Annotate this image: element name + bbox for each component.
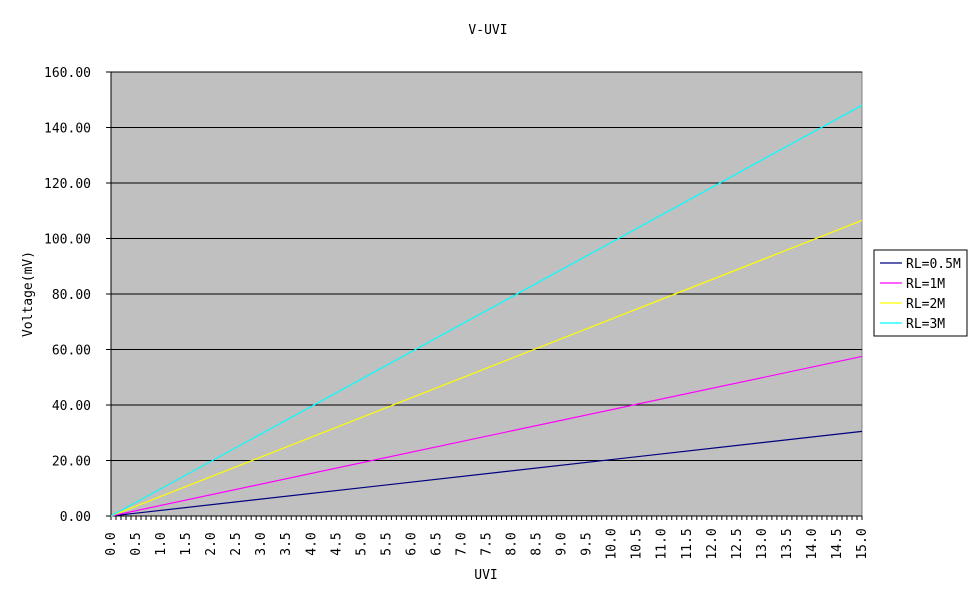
x-tick-label-11.5: 11.5 <box>680 528 695 559</box>
legend-label-RL=3M: RL=3M <box>906 317 945 332</box>
x-tick-label-10.5: 10.5 <box>630 528 645 559</box>
x-tick-label-1.5: 1.5 <box>179 532 194 555</box>
x-axis-title: UVI <box>474 568 497 583</box>
x-tick-label-3.5: 3.5 <box>279 532 294 555</box>
x-tick-label-8.5: 8.5 <box>530 532 545 555</box>
legend-label-RL=0.5M: RL=0.5M <box>906 257 961 272</box>
x-tick-label-12.5: 12.5 <box>730 528 745 559</box>
x-tick-label-0.0: 0.0 <box>104 532 119 555</box>
x-tick-label-9.5: 9.5 <box>580 532 595 555</box>
legend-box <box>873 249 968 337</box>
y-tick-label-100.00: 100.00 <box>44 233 91 248</box>
x-tick-label-15.0: 15.0 <box>855 528 870 559</box>
x-tick-label-6.5: 6.5 <box>429 532 444 555</box>
x-tick-label-2.0: 2.0 <box>204 532 219 555</box>
series-line-RL=1M <box>110 355 863 517</box>
chart-title: V-UVI <box>468 23 507 38</box>
x-tick-label-10.0: 10.0 <box>605 528 620 559</box>
x-tick-label-5.0: 5.0 <box>354 532 369 555</box>
x-tick-label-11.0: 11.0 <box>655 528 670 559</box>
y-tick-label-60.00: 60.00 <box>52 344 91 359</box>
y-tick-label-40.00: 40.00 <box>52 399 91 414</box>
series-line-RL=2M <box>110 219 863 517</box>
y-tick-label-20.00: 20.00 <box>52 455 91 470</box>
legend-label-RL=1M: RL=1M <box>906 277 945 292</box>
y-tick-label-0.00: 0.00 <box>60 510 91 525</box>
x-tick-label-9.0: 9.0 <box>555 532 570 555</box>
y-tick-label-80.00: 80.00 <box>52 288 91 303</box>
x-tick-label-7.0: 7.0 <box>454 532 469 555</box>
x-tick-label-0.5: 0.5 <box>129 532 144 555</box>
x-tick-label-7.5: 7.5 <box>480 532 495 555</box>
series-line-RL=0.5M <box>110 430 863 517</box>
x-tick-label-1.0: 1.0 <box>154 532 169 555</box>
x-tick-label-14.5: 14.5 <box>830 528 845 559</box>
x-tick-label-2.5: 2.5 <box>229 532 244 555</box>
series-line-RL=3M <box>110 104 863 517</box>
x-tick-label-3.0: 3.0 <box>254 532 269 555</box>
x-tick-label-4.5: 4.5 <box>329 532 344 555</box>
x-tick-label-4.0: 4.0 <box>304 532 319 555</box>
x-tick-label-13.0: 13.0 <box>755 528 770 559</box>
x-tick-label-14.0: 14.0 <box>805 528 820 559</box>
x-tick-label-5.5: 5.5 <box>379 532 394 555</box>
x-tick-label-6.0: 6.0 <box>404 532 419 555</box>
x-tick-label-12.0: 12.0 <box>705 528 720 559</box>
y-tick-label-160.00: 160.00 <box>44 66 91 81</box>
legend-label-RL=2M: RL=2M <box>906 297 945 312</box>
y-tick-label-120.00: 120.00 <box>44 177 91 192</box>
legend: RL=0.5M RL=1M RL=2M RL=3M <box>873 249 968 337</box>
plot-area: 0.00 20.00 40.00 60.00 80.00 100.00 120.00 140.… <box>44 66 870 560</box>
y-tick-label-140.00: 140.00 <box>44 122 91 137</box>
x-tick-label-8.0: 8.0 <box>505 532 520 555</box>
x-tick-label-13.5: 13.5 <box>780 528 795 559</box>
y-axis-title: Voltage(mV) <box>21 251 36 337</box>
